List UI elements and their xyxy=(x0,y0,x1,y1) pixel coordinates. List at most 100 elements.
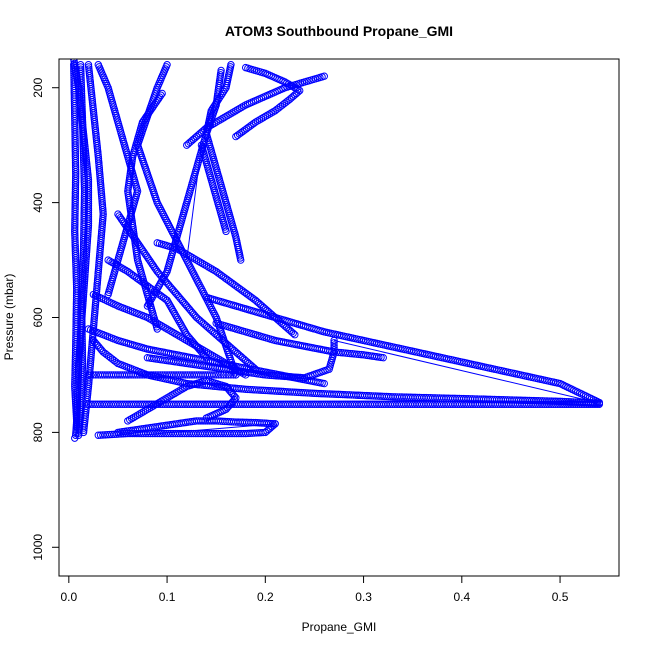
data-point xyxy=(137,409,146,417)
data-point xyxy=(165,326,173,334)
data-point xyxy=(206,121,214,130)
data-point xyxy=(214,371,223,379)
data-point xyxy=(202,414,211,422)
data-point xyxy=(79,428,88,437)
data-point xyxy=(221,85,229,94)
data-point xyxy=(202,354,211,362)
data-point xyxy=(210,119,218,128)
data-point xyxy=(178,323,187,331)
data-point xyxy=(192,256,201,264)
data-point xyxy=(173,313,181,322)
series-22 xyxy=(70,59,93,431)
data-point xyxy=(226,110,234,118)
data-point xyxy=(147,403,156,411)
series-24 xyxy=(183,72,328,149)
data-point xyxy=(179,248,187,256)
data-point xyxy=(153,325,161,333)
data-point xyxy=(212,371,220,379)
data-point xyxy=(186,339,195,347)
data-point xyxy=(173,388,181,396)
x-tick-label: 0.1 xyxy=(159,590,176,604)
data-point xyxy=(169,390,177,399)
data-point xyxy=(173,331,181,339)
data-point xyxy=(214,95,223,103)
data-point xyxy=(171,389,179,398)
data-point xyxy=(73,418,81,426)
y-tick-label: 1000 xyxy=(31,534,45,561)
data-point xyxy=(73,420,81,429)
data-point xyxy=(220,113,228,122)
data-point xyxy=(190,255,199,263)
data-point xyxy=(149,402,158,410)
data-point xyxy=(84,371,93,379)
data-point xyxy=(202,262,211,270)
data-point xyxy=(145,404,154,412)
data-point xyxy=(263,111,271,119)
series-13 xyxy=(143,336,338,382)
data-point xyxy=(177,321,185,329)
data-point xyxy=(163,394,171,402)
data-point xyxy=(222,84,230,92)
data-point xyxy=(265,110,273,118)
data-point xyxy=(216,93,224,101)
data-point xyxy=(184,337,193,346)
series-21 xyxy=(104,256,211,362)
data-point xyxy=(204,263,213,271)
data-point xyxy=(184,251,193,260)
series-18 xyxy=(197,141,230,236)
series-11 xyxy=(84,400,604,408)
data-point xyxy=(259,113,268,122)
x-axis-label: Propane_GMI xyxy=(302,620,377,634)
x-tick-label: 0.5 xyxy=(552,590,569,604)
data-point xyxy=(72,422,81,431)
data-point xyxy=(259,428,267,437)
data-point xyxy=(106,257,114,265)
y-tick-label: 200 xyxy=(31,77,45,97)
data-point xyxy=(229,371,238,379)
data-point xyxy=(120,265,128,273)
y-axis: 200 400 600 800 1000 xyxy=(31,77,59,561)
data-point xyxy=(161,395,169,403)
data-point xyxy=(116,263,124,271)
data-point xyxy=(180,327,189,335)
data-point xyxy=(183,141,191,149)
data-point xyxy=(110,259,118,268)
data-point xyxy=(217,91,225,100)
data-point xyxy=(224,371,233,379)
data-point xyxy=(201,352,209,360)
data-point xyxy=(131,412,140,421)
data-point xyxy=(291,331,299,339)
x-tick-label: 0.4 xyxy=(453,590,470,604)
data-point xyxy=(219,371,228,379)
data-point xyxy=(198,345,207,354)
data-point xyxy=(153,399,161,408)
y-axis-label: Pressure (mbar) xyxy=(2,274,16,361)
data-point xyxy=(161,324,169,332)
data-point xyxy=(173,244,181,253)
data-point xyxy=(145,314,154,323)
data-point xyxy=(172,311,180,320)
data-point xyxy=(230,108,238,116)
data-point xyxy=(210,266,218,275)
data-point xyxy=(141,406,150,415)
plot-points xyxy=(70,59,604,442)
connector-line xyxy=(186,145,202,261)
data-point xyxy=(253,117,262,125)
data-point xyxy=(87,371,95,379)
x-axis: 0.0 0.1 0.2 0.3 0.4 0.5 xyxy=(60,576,569,604)
data-point xyxy=(267,109,275,117)
data-point xyxy=(139,408,148,416)
data-point xyxy=(169,308,178,316)
data-point xyxy=(148,294,156,303)
chart-title: ATOM3 Southbound Propane_GMI xyxy=(225,23,453,39)
data-point xyxy=(218,89,227,98)
data-point xyxy=(179,325,188,333)
data-point xyxy=(124,417,132,425)
data-point xyxy=(175,387,183,395)
data-point xyxy=(194,257,203,265)
series-19 xyxy=(153,239,299,339)
data-point xyxy=(118,264,126,272)
data-point xyxy=(165,393,173,401)
connector-line xyxy=(333,339,600,404)
y-tick-label: 800 xyxy=(31,422,45,442)
